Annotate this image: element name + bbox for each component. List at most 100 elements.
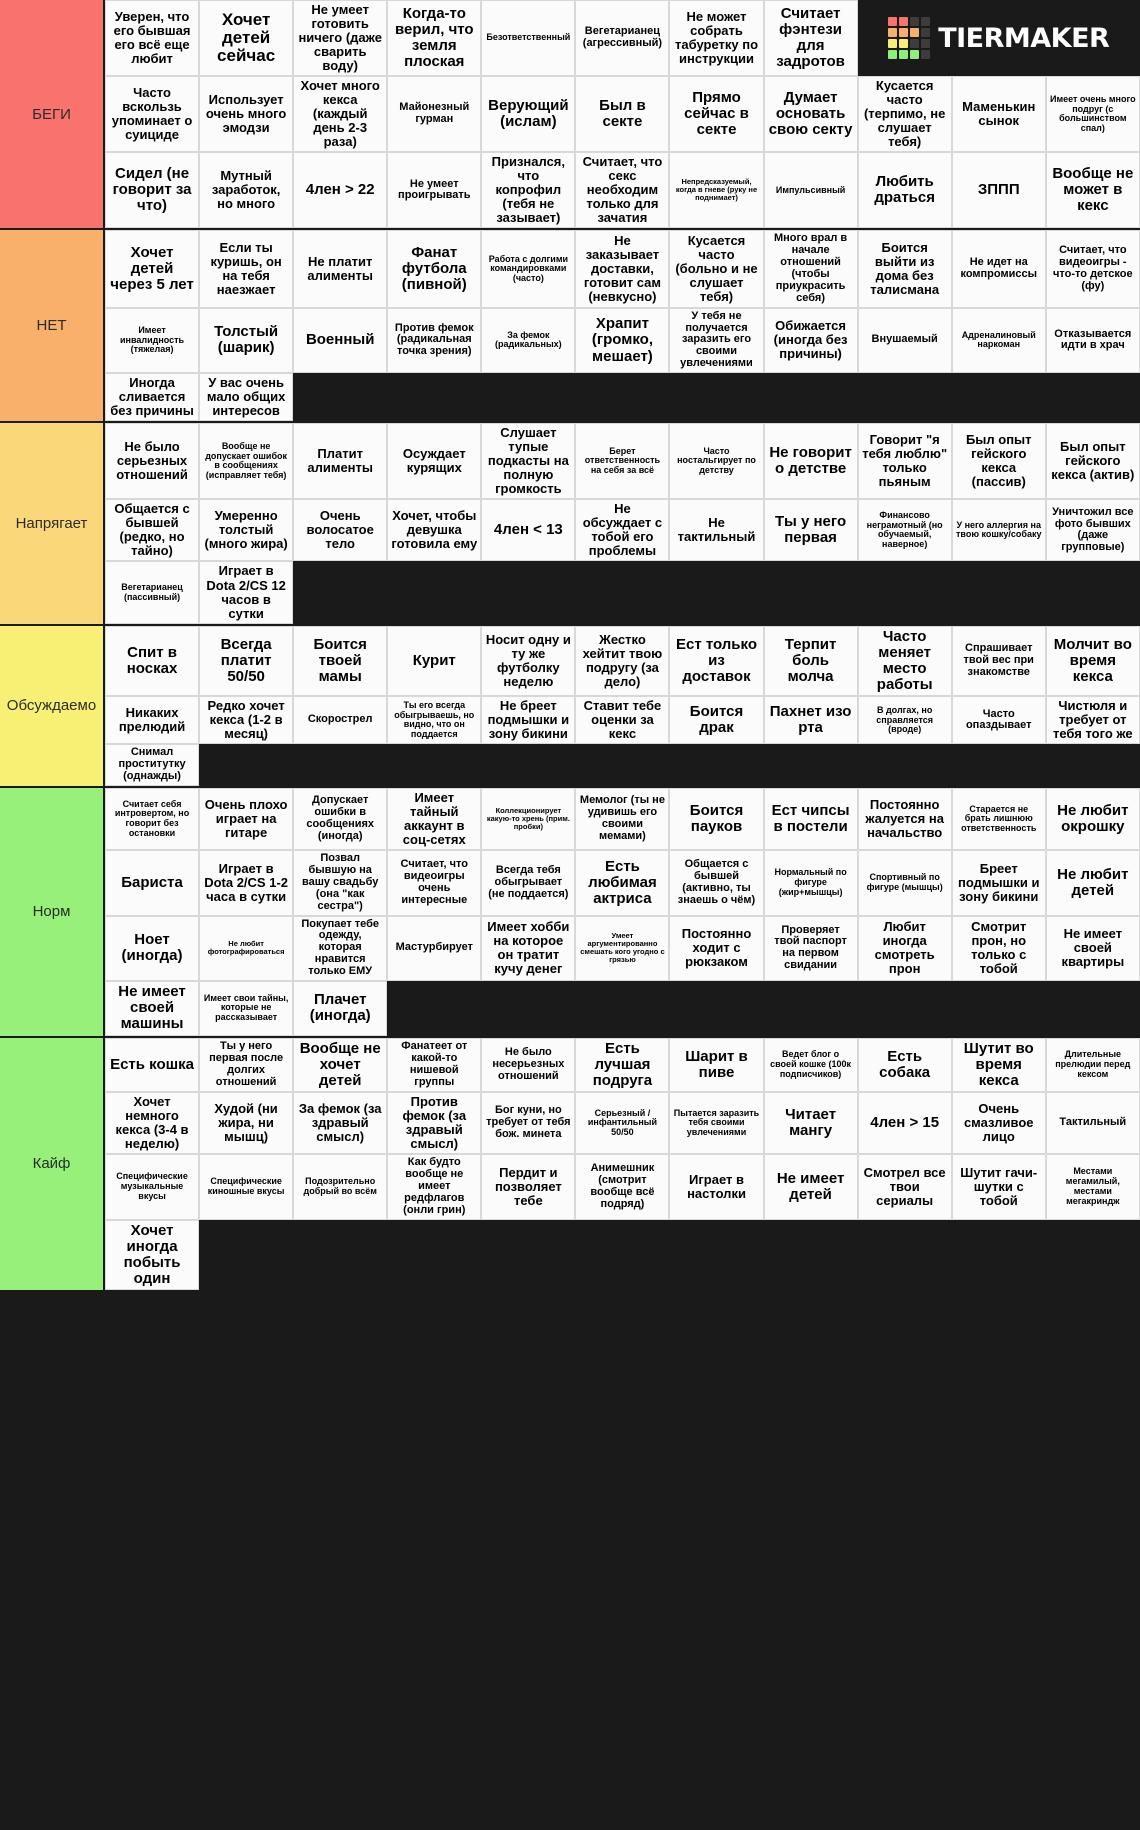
- tier-item-card[interactable]: Снимал проститутку (однажды): [105, 744, 200, 787]
- tier-item-card[interactable]: Очень плохо играет на гитаре: [199, 788, 294, 851]
- tier-item-card[interactable]: Специфические киношные вкусы: [199, 1154, 294, 1220]
- tier-item-card[interactable]: ЗППП: [951, 152, 1046, 229]
- tier-item-card[interactable]: Импульсивный: [763, 152, 858, 229]
- tier-item-card[interactable]: Не любит детей: [1045, 850, 1140, 916]
- tier-item-card[interactable]: Непредсказуемый, когда в гневе (руку не …: [669, 152, 764, 229]
- tier-item-card[interactable]: Говорит "я тебя люблю" только пьяным: [857, 423, 952, 500]
- tier-item-card[interactable]: Специфические музыкальные вкусы: [105, 1154, 200, 1220]
- tier-item-card[interactable]: Хочет детей через 5 лет: [105, 230, 200, 308]
- tier-item-card[interactable]: Часто опаздывает: [951, 696, 1046, 745]
- tier-item-card[interactable]: Не тактильный: [669, 499, 764, 562]
- tier-item-card[interactable]: Не идет на компромиссы: [951, 230, 1046, 308]
- tier-item-card[interactable]: Считает, что видеоигры очень интересные: [387, 850, 482, 916]
- tier-item-card[interactable]: Всегда платит 50/50: [199, 625, 294, 697]
- tier-item-card[interactable]: У тебя не получается заразить его своими…: [669, 307, 764, 374]
- tier-item-card[interactable]: Ест чипсы в постели: [763, 788, 858, 851]
- tier-item-card[interactable]: Был в секте: [575, 76, 670, 153]
- tier-item-card[interactable]: Кусается часто (терпимо, не слушает тебя…: [857, 76, 952, 153]
- tier-item-card[interactable]: Часто вскользь упоминает о суициде: [105, 76, 200, 153]
- tier-item-card[interactable]: Безответственный: [481, 0, 576, 77]
- tier-item-card[interactable]: Ты его всегда обыгрываешь, но видно, что…: [387, 696, 482, 745]
- tier-item-card[interactable]: Терпит боль молча: [763, 625, 858, 697]
- tier-item-card[interactable]: Вегетарианец (пассивный): [105, 561, 200, 624]
- tier-item-card[interactable]: Редко хочет кекса (1-2 в месяц): [199, 696, 294, 745]
- tier-item-card[interactable]: Смотрит прон, но только с тобой: [951, 915, 1046, 981]
- tier-item-card[interactable]: Часто ностальгирует по детству: [669, 423, 764, 500]
- tier-item-card[interactable]: Не любит фотографироваться: [199, 915, 294, 981]
- tier-label-3[interactable]: Обсуждаемо: [0, 625, 105, 787]
- tier-item-card[interactable]: Фанатеет от какой-то нишевой группы: [387, 1037, 482, 1093]
- tier-item-card[interactable]: Не имеет своей машины: [105, 980, 200, 1036]
- tier-item-card[interactable]: Работа с долгими командировками (часто): [481, 230, 576, 308]
- tier-item-card[interactable]: 4лен > 15: [857, 1092, 952, 1155]
- tier-item-card[interactable]: Внушаемый: [857, 307, 952, 374]
- tier-item-card[interactable]: Против фемок (за здравый смысл): [387, 1092, 482, 1155]
- tier-item-card[interactable]: Всегда тебя обыгрывает (не поддается): [481, 850, 576, 916]
- tier-item-card[interactable]: Шутит гачи-шутки с тобой: [951, 1154, 1046, 1220]
- tier-item-card[interactable]: Худой (ни жира, ни мышц): [199, 1092, 294, 1155]
- tier-item-card[interactable]: Вообще не допускает ошибок в сообщениях …: [199, 423, 294, 500]
- tier-item-card[interactable]: Против фемок (радикальная точка зрения): [387, 307, 482, 374]
- tier-item-card[interactable]: Никаких прелюдий: [105, 696, 200, 745]
- tier-item-card[interactable]: За фемок (за здравый смысл): [293, 1092, 388, 1155]
- tier-item-card[interactable]: Молчит во время кекса: [1045, 625, 1140, 697]
- tier-item-card[interactable]: Умеренно толстый (много жира): [199, 499, 294, 562]
- tier-item-card[interactable]: Считает, что видеоигры - что-то детское …: [1045, 230, 1140, 308]
- tier-item-card[interactable]: Не имеет своей квартиры: [1045, 915, 1140, 981]
- tier-item-card[interactable]: Имеет тайный аккаунт в соц-сетях: [387, 788, 482, 851]
- tier-item-card[interactable]: Спортивный по фигуре (мышцы): [857, 850, 952, 916]
- tier-item-card[interactable]: Слушает тупые подкасты на полную громкос…: [481, 423, 576, 500]
- tier-item-card[interactable]: Очень смазливое лицо: [951, 1092, 1046, 1155]
- tier-item-card[interactable]: У вас очень мало общих интересов: [199, 373, 294, 422]
- tier-item-card[interactable]: Имеет инвалидность (тяжелая): [105, 307, 200, 374]
- tier-item-card[interactable]: Плачет (иногда): [293, 980, 388, 1036]
- tier-item-card[interactable]: Ест только из доставок: [669, 625, 764, 697]
- tier-item-card[interactable]: Не платит алименты: [293, 230, 388, 308]
- tier-item-card[interactable]: Играет в Dota 2/CS 1-2 часа в сутки: [199, 850, 294, 916]
- tier-item-card[interactable]: Смотрел все твои сериалы: [857, 1154, 952, 1220]
- tier-item-card[interactable]: Ты у него первая: [763, 499, 858, 562]
- tier-item-card[interactable]: Боится драк: [669, 696, 764, 745]
- tier-item-card[interactable]: Прямо сейчас в секте: [669, 76, 764, 153]
- tier-item-card[interactable]: Хочет немного кекса (3-4 в неделю): [105, 1092, 200, 1155]
- tier-item-card[interactable]: Мемолог (ты не удивишь его своими мемами…: [575, 788, 670, 851]
- tier-item-card[interactable]: Бреет подмышки и зону бикини: [951, 850, 1046, 916]
- tier-item-card[interactable]: Общается с бывшей (активно, ты знаешь о …: [669, 850, 764, 916]
- tier-item-card[interactable]: Был опыт гейского кекса (пассив): [951, 423, 1046, 500]
- tier-item-card[interactable]: Иногда сливается без причины: [105, 373, 200, 422]
- tier-item-card[interactable]: Нормальный по фигуре (жир+мышцы): [763, 850, 858, 916]
- tier-item-card[interactable]: Думает основать свою секту: [763, 76, 858, 153]
- tier-item-card[interactable]: Бог куни, но требует от тебя бож. минета: [481, 1092, 576, 1155]
- tier-item-card[interactable]: Постоянно жалуется на начальство: [857, 788, 952, 851]
- tier-item-card[interactable]: Хочет детей сейчас: [199, 0, 294, 77]
- tier-item-card[interactable]: Не умеет проигрывать: [387, 152, 482, 229]
- tier-item-card[interactable]: Боится твоей мамы: [293, 625, 388, 697]
- tier-item-card[interactable]: Кусается часто (больно и не слушает тебя…: [669, 230, 764, 308]
- tier-item-card[interactable]: Анимешник (смотрит вообще всё подряд): [575, 1154, 670, 1220]
- tier-item-card[interactable]: Не любит окрошку: [1045, 788, 1140, 851]
- tier-item-card[interactable]: Осуждает курящих: [387, 423, 482, 500]
- tier-item-card[interactable]: Ставит тебе оценки за кекс: [575, 696, 670, 745]
- tier-item-card[interactable]: Не может собрать табуретку по инструкции: [669, 0, 764, 77]
- tier-item-card[interactable]: Военный: [293, 307, 388, 374]
- tier-label-5[interactable]: Кайф: [0, 1037, 105, 1291]
- tier-item-card[interactable]: Как будто вообще не имеет редфлагов (онл…: [387, 1154, 482, 1220]
- tier-item-card[interactable]: Шарит в пиве: [669, 1037, 764, 1093]
- tier-item-card[interactable]: Не обсуждает с тобой его проблемы: [575, 499, 670, 562]
- tier-item-card[interactable]: Фанат футбола (пивной): [387, 230, 482, 308]
- tier-item-card[interactable]: Берет ответственность на себя за всё: [575, 423, 670, 500]
- tier-item-card[interactable]: Сидел (не говорит за что): [105, 152, 200, 229]
- tier-item-card[interactable]: Имеет очень много подруг (с большинством…: [1045, 76, 1140, 153]
- tier-item-card[interactable]: Носит одну и ту же футболку неделю: [481, 625, 576, 697]
- tier-item-card[interactable]: Длительные прелюдии перед кексом: [1045, 1037, 1140, 1093]
- tier-item-card[interactable]: Хочет иногда побыть один: [105, 1219, 200, 1291]
- tier-item-card[interactable]: Есть собака: [857, 1037, 952, 1093]
- tier-item-card[interactable]: Серьезный / инфантильный 50/50: [575, 1092, 670, 1155]
- tier-item-card[interactable]: Ноет (иногда): [105, 915, 200, 981]
- tier-item-card[interactable]: Есть кошка: [105, 1037, 200, 1093]
- tier-item-card[interactable]: Майонезный гурман: [387, 76, 482, 153]
- tier-item-card[interactable]: Читает мангу: [763, 1092, 858, 1155]
- tier-item-card[interactable]: Жестко хейтит твою подругу (за дело): [575, 625, 670, 697]
- tier-item-card[interactable]: Считает себя интровертом, но говорит без…: [105, 788, 200, 851]
- tier-item-card[interactable]: Платит алименты: [293, 423, 388, 500]
